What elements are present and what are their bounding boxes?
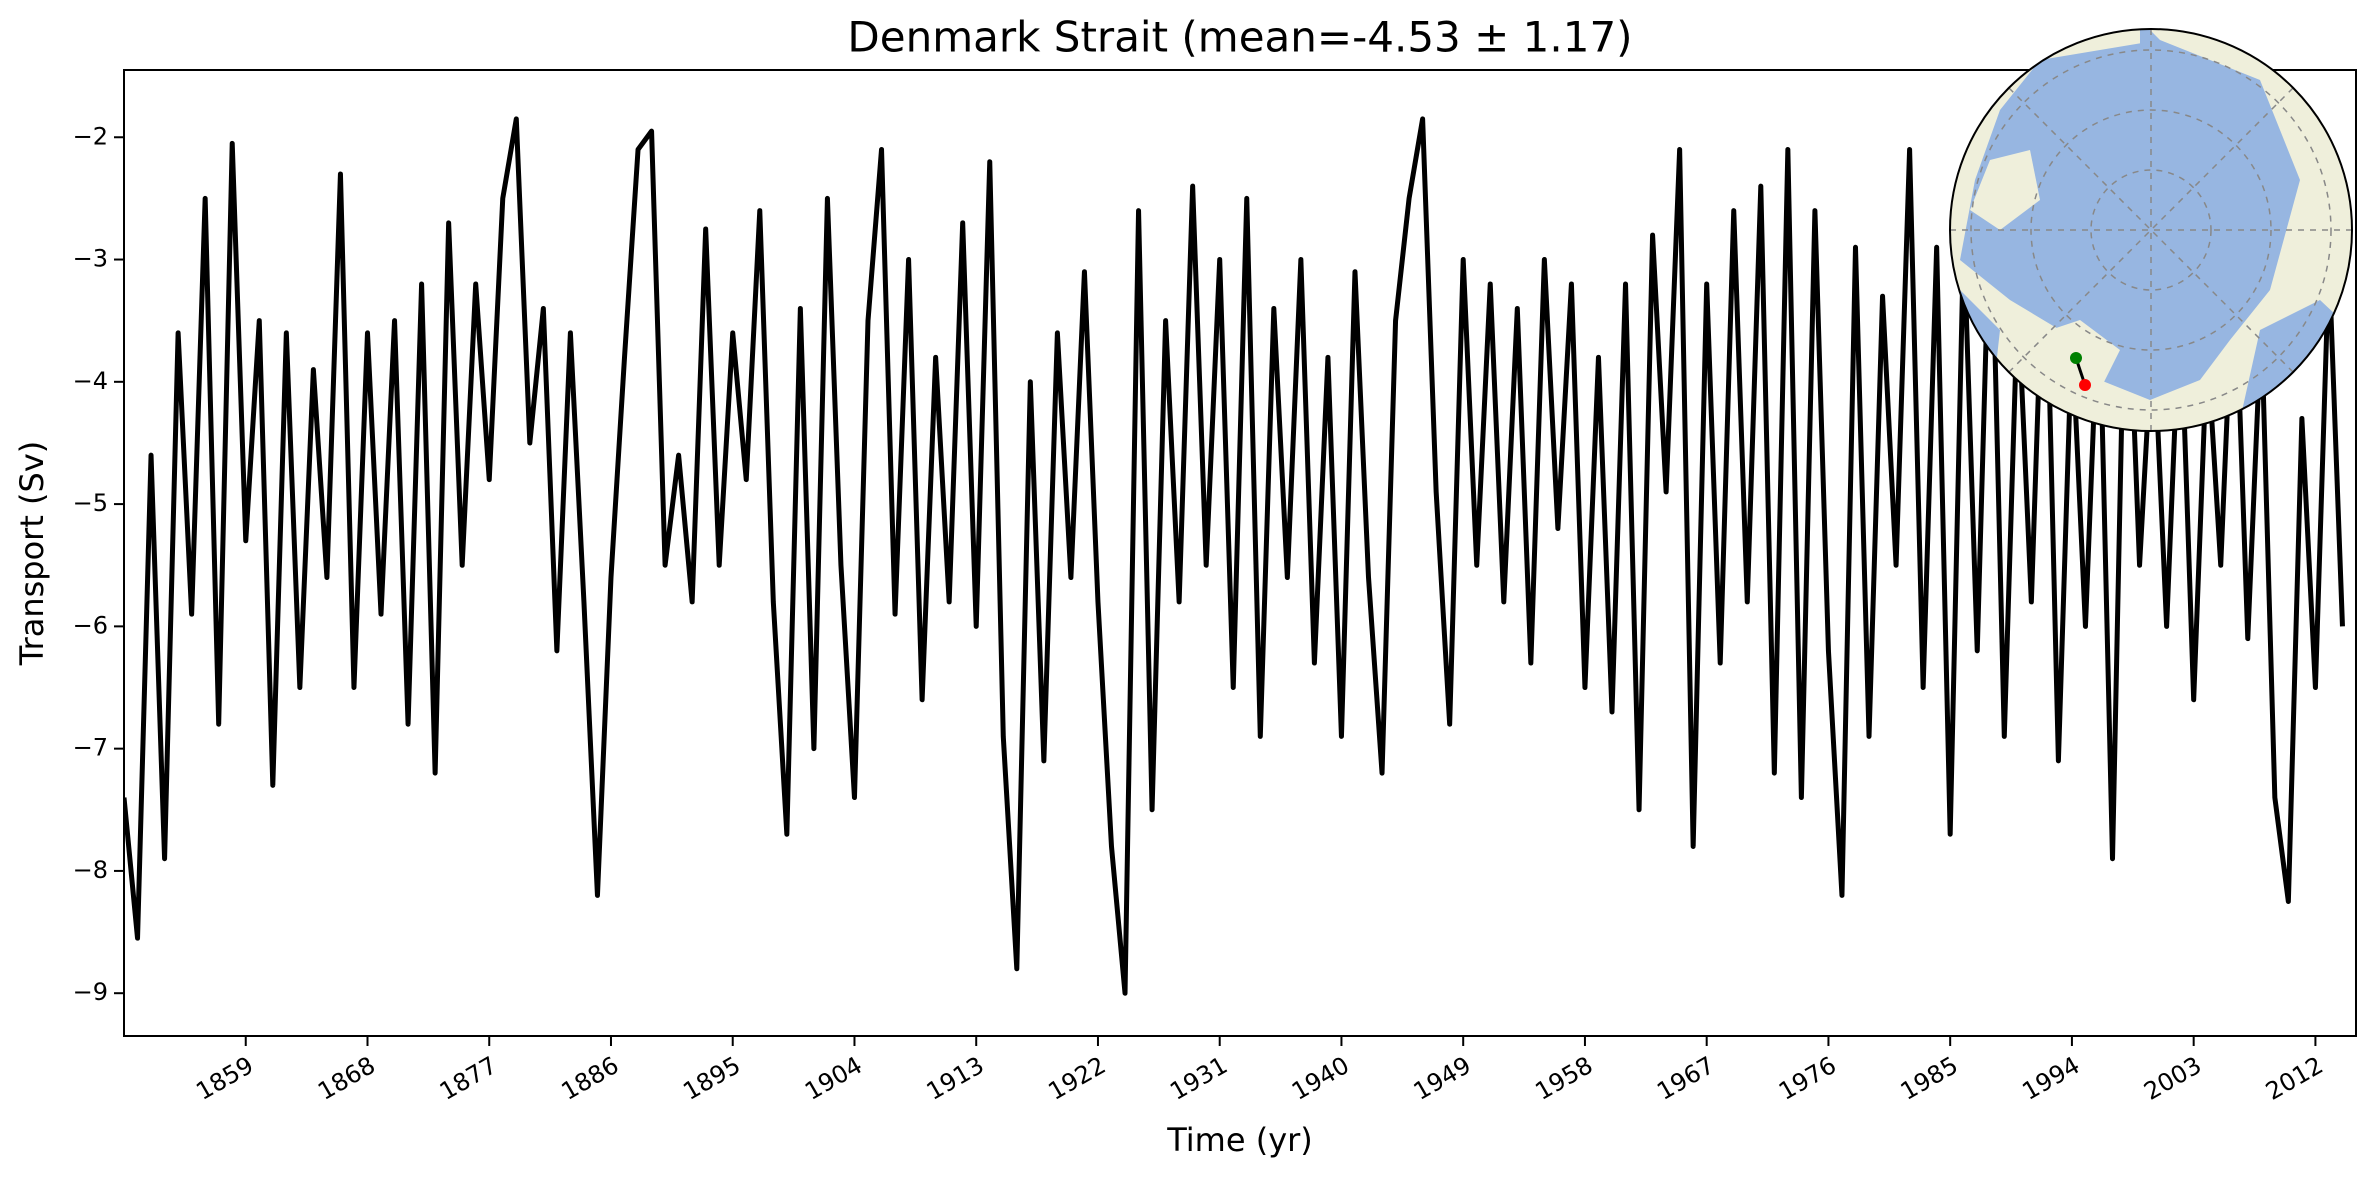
y-tick-label: −6	[73, 611, 108, 639]
x-tick-label: 1976	[1774, 1051, 1841, 1106]
x-tick-label: 1922	[1044, 1051, 1111, 1106]
x-tick-label: 1877	[435, 1051, 502, 1106]
x-axis-label: Time (yr)	[1166, 1121, 1313, 1159]
plot-frame	[123, 69, 2357, 1037]
y-tick-label: −7	[73, 734, 108, 762]
x-tick-label: 1931	[1165, 1051, 1232, 1106]
x-tick-label: 1868	[313, 1051, 380, 1106]
x-tick-label: 1985	[1896, 1051, 1963, 1106]
y-axis-label: Transport (Sv)	[13, 441, 51, 667]
y-tick-label: −8	[73, 856, 108, 884]
x-tick-label: 1859	[191, 1051, 258, 1106]
y-tick-label: −5	[73, 489, 108, 517]
x-tick-label: 1904	[800, 1051, 867, 1106]
x-tick-label: 2012	[2261, 1051, 2328, 1106]
series-line	[124, 116, 2345, 996]
x-tick-label: 2003	[2139, 1051, 2206, 1106]
y-tick-label: −2	[73, 122, 108, 150]
x-tick-label: 1994	[2018, 1051, 2085, 1106]
x-tick-label: 1967	[1652, 1051, 1719, 1106]
x-tick-label: 1940	[1287, 1051, 1354, 1106]
y-tick-label: −3	[73, 245, 108, 273]
inset-map	[1949, 28, 2353, 432]
y-tick-label: −9	[73, 978, 108, 1006]
x-tick-label: 1949	[1409, 1051, 1476, 1106]
x-tick-label: 1958	[1531, 1051, 1598, 1106]
x-tick-label: 1886	[557, 1051, 624, 1106]
chart-title: Denmark Strait (mean=-4.53 ± 1.17)	[847, 13, 1632, 62]
x-tick-label: 1895	[678, 1051, 745, 1106]
x-tick-label: 1913	[922, 1051, 989, 1106]
y-tick-label: −4	[73, 367, 108, 395]
